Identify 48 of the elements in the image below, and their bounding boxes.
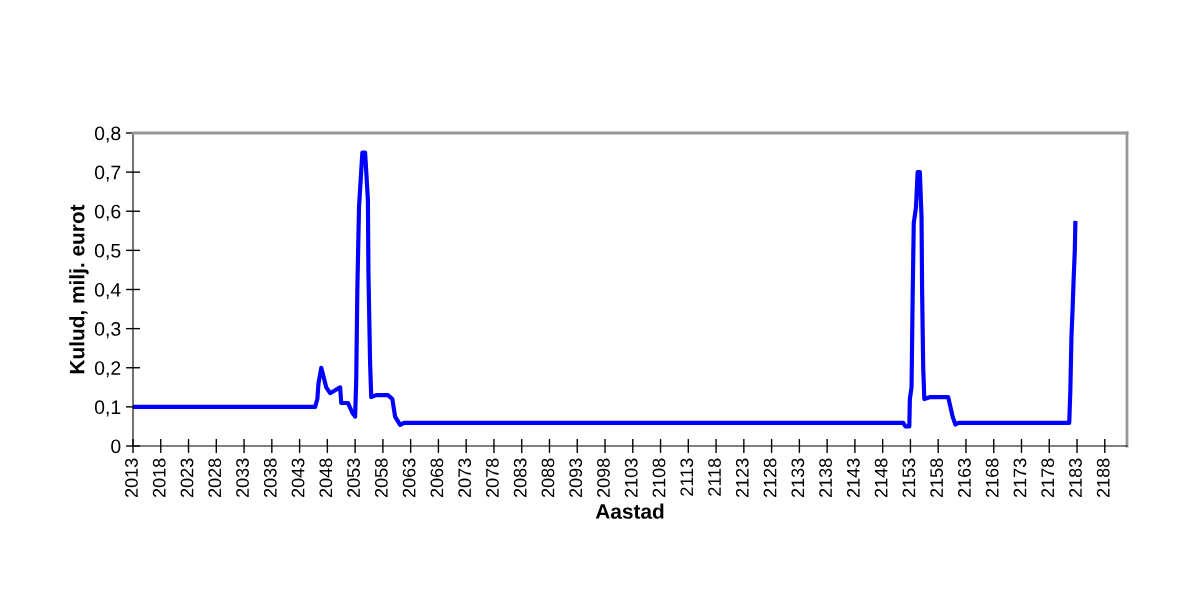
x-tick-label: 2018 (152, 458, 166, 498)
y-tick-label: 0,6 (94, 204, 121, 221)
x-tick-label: 2088 (541, 458, 555, 498)
x-tick-label: 2103 (624, 458, 638, 498)
line-series (133, 150, 1078, 429)
x-tick-label: 2113 (680, 458, 694, 496)
x-tick-label: 2038 (263, 458, 277, 498)
x-tick-label: 2078 (486, 458, 499, 498)
x-tick-label: 2173 (1013, 458, 1027, 498)
y-tick-label: 0,1 (94, 400, 121, 417)
x-tick-label: 2043 (291, 458, 305, 498)
x-tick-label: 2028 (208, 458, 222, 498)
y-tick-label: 0,4 (94, 282, 121, 300)
x-tick-label: 2068 (430, 458, 444, 498)
x-tick-label: 2158 (930, 458, 944, 498)
x-tick-label: 2153 (902, 458, 916, 498)
x-tick-label: 2163 (958, 458, 971, 498)
x-tick-label: 2168 (985, 458, 999, 498)
y-tick-label: 0,3 (94, 322, 121, 339)
x-tick-label: 2098 (597, 458, 610, 498)
x-tick-label: 2013 (125, 458, 138, 498)
x-tick-label: 2138 (819, 458, 832, 498)
y-tick-label: 0,2 (94, 361, 121, 378)
y-tick-label: 0 (111, 439, 121, 454)
x-tick-label: 2143 (846, 458, 860, 498)
x-tick-label: 2178 (1041, 458, 1055, 498)
y-tick-label: 0,5 (94, 243, 121, 260)
x-tick-label: 2108 (652, 458, 666, 498)
y-axis-title: Kulud, milj. eurot (69, 204, 89, 374)
x-tick-label: 2133 (791, 458, 805, 498)
x-tick-label: 2023 (180, 458, 194, 498)
x-tick-label: 2073 (458, 458, 472, 498)
x-tick-label: 2148 (874, 458, 888, 498)
x-tick-label: 2188 (1096, 458, 1110, 498)
x-tick-label: 2053 (347, 458, 360, 498)
y-tick-label: 0,8 (94, 126, 121, 143)
x-tick-label: 2063 (402, 458, 416, 498)
y-tick-label: 0,7 (94, 165, 121, 182)
x-tick-label: 2128 (763, 458, 777, 498)
x-axis-title: Aastad (595, 503, 664, 519)
x-tick-label: 2118 (708, 458, 721, 496)
x-tick-label: 2083 (513, 458, 527, 498)
x-tick-label: 2123 (735, 458, 749, 498)
x-tick-label: 2058 (374, 458, 388, 498)
x-tick-label: 2183 (1069, 458, 1082, 498)
x-tick-label: 2093 (569, 458, 583, 498)
x-tick-label: 2048 (319, 458, 333, 498)
x-tick-label: 2033 (236, 458, 249, 498)
